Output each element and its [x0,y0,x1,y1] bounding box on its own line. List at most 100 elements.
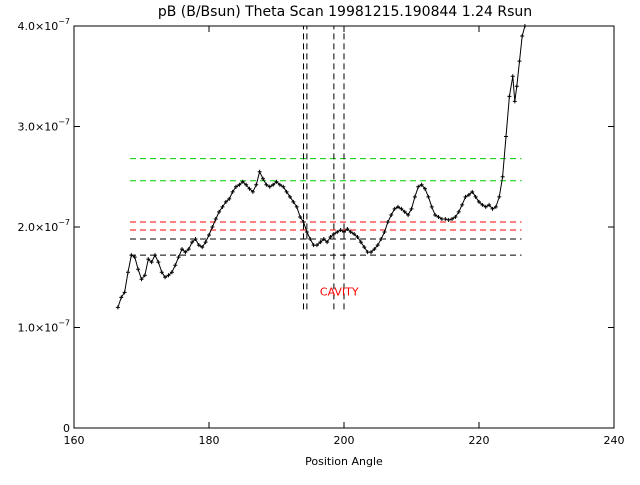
data-point-marker [200,245,205,250]
data-point-marker [483,204,488,209]
data-point-marker [446,217,451,222]
data-point-marker [132,255,137,260]
x-tick-label: 160 [64,434,85,447]
x-axis: 160 180 200 220 240 [64,26,625,447]
data-point-marker [304,230,309,235]
x-tick-label: 200 [334,434,355,447]
data-point-marker [261,176,265,181]
data-point-marker [396,204,400,209]
data-series [117,25,526,308]
data-point-marker [466,192,471,197]
y-tick-label: 3.0×10−7 [17,118,70,134]
data-point-marker [129,253,134,258]
data-point-marker [315,243,319,248]
y-tick-mantissa: 2.0×10 [17,221,58,234]
data-point-marker [139,277,144,282]
data-point-marker [230,189,235,194]
annotations: CAVITY [320,285,359,298]
data-point-marker [220,204,225,209]
data-point-marker [115,305,120,310]
data-point-marker [149,260,154,265]
data-point-marker [193,237,198,242]
data-point-marker [409,206,414,211]
data-point-marker [227,196,232,201]
data-point-marker [223,199,228,204]
data-point-marker [173,263,178,268]
data-point-marker [136,267,141,272]
data-point-marker [207,233,211,238]
data-point-marker [156,260,161,265]
data-point-marker [419,182,424,187]
data-point-marker [338,228,343,233]
data-point-marker [490,206,495,211]
data-point-marker [196,243,201,248]
data-point-marker [473,194,478,199]
data-point-marker [335,230,340,235]
data-markers [115,24,527,310]
data-point-marker [436,214,441,219]
series-line [117,25,526,308]
data-point-marker [247,186,252,191]
data-point-marker [423,186,427,191]
data-point-marker [375,243,380,248]
data-point-marker [291,199,296,204]
y-tick-exponent: −7 [58,319,70,328]
data-point-marker [159,270,164,275]
data-point-marker [301,219,306,224]
data-point-marker [480,202,485,207]
data-point-marker [426,194,431,199]
data-point-marker [254,182,259,187]
data-point-marker [379,237,384,242]
data-point-marker [271,182,276,187]
data-point-marker [163,275,168,280]
data-point-marker [186,247,191,252]
data-point-marker [342,230,346,235]
y-tick-label: 2.0×10−7 [17,218,70,234]
data-point-marker [520,34,525,39]
data-point-marker [487,202,492,207]
data-point-marker [443,216,448,221]
data-point-marker [176,255,181,260]
y-tick-exponent: −7 [58,17,70,26]
y-tick-mantissa: 3.0×10 [17,121,58,134]
data-point-marker [477,199,481,204]
y-tick-mantissa: 1.0×10 [17,322,58,335]
data-point-marker [512,99,517,104]
data-point-marker [470,189,475,194]
data-point-marker [463,194,468,199]
data-point-marker [250,189,255,194]
data-point-marker [456,209,461,214]
data-point-marker [348,230,353,235]
data-point-marker [345,227,350,232]
y-tick-mantissa: 4.0×10 [17,20,58,33]
y-axis: 01.0×10−72.0×10−73.0×10−74.0×10−7 [17,17,614,435]
data-point-marker [510,74,515,79]
data-point-marker [240,179,245,184]
data-point-marker [274,179,279,184]
data-point-marker [321,237,326,242]
data-point-marker [402,209,407,214]
x-axis-label: Position Angle [305,455,383,468]
reference-lines [130,26,522,310]
data-point-marker [355,235,360,240]
data-point-marker [153,253,157,258]
data-point-marker [385,219,390,224]
data-point-marker [183,250,188,255]
data-point-marker [439,216,444,221]
data-point-marker [514,84,519,89]
data-point-marker [284,189,289,194]
data-point-marker [433,212,438,217]
data-point-marker [365,250,370,255]
data-point-marker [277,182,282,187]
data-point-marker [264,182,269,187]
data-point-marker [213,216,218,221]
data-point-marker [460,202,465,207]
y-tick-label: 0 [63,422,70,435]
data-point-marker [244,182,249,187]
data-point-marker [298,214,303,219]
data-point-marker [450,216,454,221]
data-point-marker [504,134,508,139]
data-point-marker [180,247,184,252]
y-tick-exponent: −7 [58,218,70,227]
